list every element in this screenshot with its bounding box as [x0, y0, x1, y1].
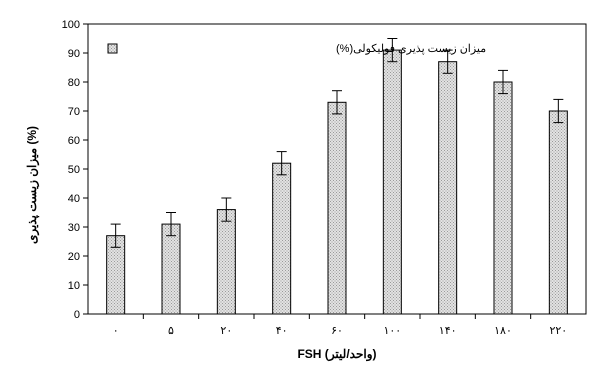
y-tick-label: 40: [68, 193, 80, 205]
legend: میزان زیست پذیری فولیکولی(%): [107, 43, 486, 55]
y-axis: 0 10 20 30 40 50 60 70 80 90 100: [62, 19, 88, 321]
y-tick-label: 10: [68, 280, 80, 292]
x-tick-label: ۰: [113, 325, 119, 337]
bar: [548, 110, 568, 315]
bar: [493, 81, 513, 315]
y-axis-title: میزان زیست پذیری (%): [25, 126, 40, 244]
x-axis: ۰ ۵ ۲۰ ۴۰ ۶۰ ۱۰۰ ۱۴۰ ۱۸۰ ۲۲۰: [113, 314, 567, 337]
y-tick-label: 50: [68, 164, 80, 176]
legend-label: میزان زیست پذیری فولیکولی(%): [336, 43, 486, 55]
bar: [438, 61, 458, 315]
y-tick-label: 20: [68, 251, 80, 263]
y-tick-label: 0: [74, 309, 80, 321]
bars-group: [106, 38, 568, 315]
x-tick-label: ۶۰: [331, 325, 343, 337]
y-tick-label: 80: [68, 77, 80, 89]
legend-swatch: [107, 43, 118, 54]
y-tick-label: 70: [68, 106, 80, 118]
bar: [161, 223, 181, 315]
x-tick-label: ۲۲۰: [549, 325, 567, 337]
x-tick-label: ۱۸۰: [494, 325, 512, 337]
x-tick-label: ۵: [168, 325, 174, 337]
bar: [272, 162, 292, 315]
x-tick-label: ۴۰: [276, 325, 288, 337]
bar: [382, 49, 402, 315]
y-tick-label: 60: [68, 135, 80, 147]
bar: [216, 209, 236, 315]
y-tick-label: 100: [62, 19, 80, 31]
x-tick-label: ۲۰: [220, 325, 232, 337]
bar: [327, 101, 347, 315]
y-tick-label: 90: [68, 48, 80, 60]
x-axis-title: FSH (واحد/لیتر): [297, 347, 376, 362]
y-tick-label: 30: [68, 222, 80, 234]
x-tick-label: ۱۰۰: [383, 325, 401, 337]
x-tick-label: ۱۴۰: [439, 325, 457, 337]
